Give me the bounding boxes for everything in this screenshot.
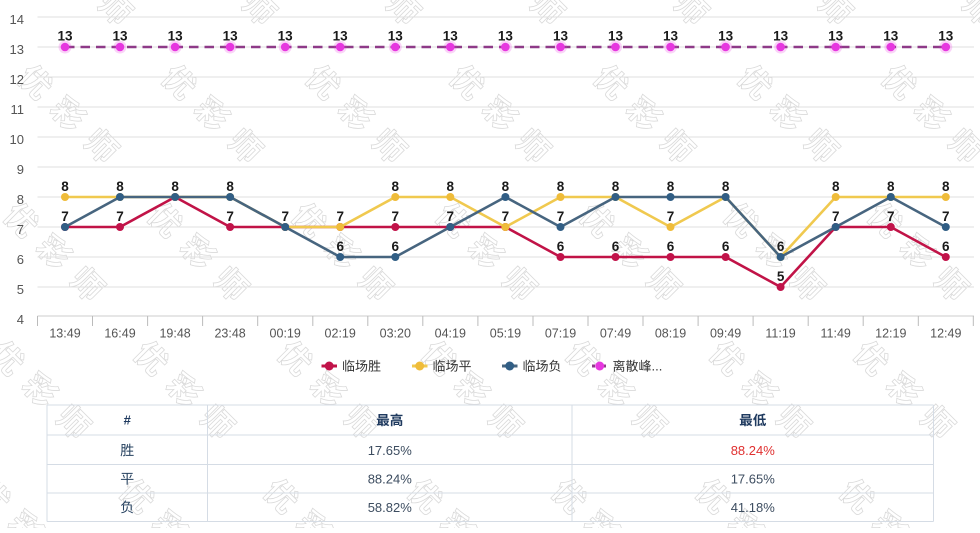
svg-text:8: 8 <box>116 179 124 194</box>
svg-text:8: 8 <box>612 179 620 194</box>
svg-text:58.82%: 58.82% <box>368 500 413 515</box>
svg-text:19:48: 19:48 <box>159 327 190 341</box>
svg-text:7: 7 <box>336 209 344 224</box>
svg-text:8: 8 <box>392 179 400 194</box>
svg-text:23:48: 23:48 <box>214 327 245 341</box>
svg-text:09:49: 09:49 <box>710 327 741 341</box>
svg-text:13: 13 <box>278 29 294 44</box>
svg-text:8: 8 <box>832 179 840 194</box>
svg-text:7: 7 <box>281 209 289 224</box>
svg-text:11:49: 11:49 <box>821 327 851 341</box>
svg-text:7: 7 <box>667 209 675 224</box>
svg-text:16:49: 16:49 <box>104 327 135 341</box>
svg-text:13: 13 <box>553 29 569 44</box>
svg-text:13: 13 <box>223 29 239 44</box>
svg-text:12:49: 12:49 <box>930 327 961 341</box>
svg-text:7: 7 <box>557 209 565 224</box>
svg-text:9: 9 <box>17 162 24 177</box>
svg-text:6: 6 <box>392 239 400 254</box>
svg-text:7: 7 <box>447 209 455 224</box>
svg-text:#: # <box>124 413 132 428</box>
svg-text:4: 4 <box>17 312 24 327</box>
svg-text:6: 6 <box>722 239 730 254</box>
svg-text:...: ... <box>652 359 663 374</box>
svg-text:8: 8 <box>722 179 730 194</box>
svg-text:6: 6 <box>17 252 24 267</box>
svg-text:07:19: 07:19 <box>545 327 576 341</box>
svg-text:7: 7 <box>17 222 24 237</box>
svg-text:13: 13 <box>498 29 514 44</box>
svg-text:8: 8 <box>667 179 675 194</box>
svg-text:13: 13 <box>57 29 73 44</box>
svg-text:13:49: 13:49 <box>49 327 80 341</box>
svg-text:13: 13 <box>883 29 899 44</box>
svg-text:13: 13 <box>112 29 128 44</box>
svg-text:03:20: 03:20 <box>380 327 411 341</box>
svg-text:13: 13 <box>828 29 844 44</box>
svg-text:8: 8 <box>61 179 69 194</box>
svg-text:8: 8 <box>557 179 565 194</box>
svg-text:88.24%: 88.24% <box>731 443 776 458</box>
svg-text:13: 13 <box>168 29 184 44</box>
svg-text:11:19: 11:19 <box>765 327 795 341</box>
svg-text:7: 7 <box>502 209 510 224</box>
svg-text:07:49: 07:49 <box>600 327 631 341</box>
svg-text:13: 13 <box>663 29 679 44</box>
svg-text:13: 13 <box>388 29 404 44</box>
svg-text:08:19: 08:19 <box>655 327 686 341</box>
svg-text:6: 6 <box>667 239 675 254</box>
svg-text:13: 13 <box>608 29 624 44</box>
svg-text:13: 13 <box>10 42 24 57</box>
svg-text:10: 10 <box>10 132 24 147</box>
svg-text:8: 8 <box>171 179 179 194</box>
svg-text:6: 6 <box>336 239 344 254</box>
svg-text:6: 6 <box>612 239 620 254</box>
svg-text:04:19: 04:19 <box>435 327 466 341</box>
svg-text:7: 7 <box>226 209 234 224</box>
svg-text:88.24%: 88.24% <box>368 472 413 487</box>
svg-text:13: 13 <box>718 29 734 44</box>
svg-text:7: 7 <box>887 209 895 224</box>
svg-text:7: 7 <box>942 209 950 224</box>
svg-text:13: 13 <box>773 29 789 44</box>
svg-text:13: 13 <box>443 29 459 44</box>
svg-text:14: 14 <box>10 12 24 27</box>
svg-text:8: 8 <box>887 179 895 194</box>
svg-text:8: 8 <box>447 179 455 194</box>
svg-text:8: 8 <box>502 179 510 194</box>
svg-text:6: 6 <box>942 239 950 254</box>
svg-text:17.65%: 17.65% <box>731 472 776 487</box>
svg-text:8: 8 <box>942 179 950 194</box>
svg-text:5: 5 <box>17 282 24 297</box>
svg-text:7: 7 <box>61 209 69 224</box>
svg-text:5: 5 <box>777 269 785 284</box>
svg-text:12:19: 12:19 <box>875 327 906 341</box>
svg-text:8: 8 <box>226 179 234 194</box>
svg-text:12: 12 <box>10 72 24 87</box>
svg-text:7: 7 <box>832 209 840 224</box>
svg-text:6: 6 <box>777 239 785 254</box>
svg-text:05:19: 05:19 <box>490 327 521 341</box>
svg-text:13: 13 <box>938 29 954 44</box>
svg-text:11: 11 <box>11 102 25 117</box>
svg-text:7: 7 <box>392 209 400 224</box>
svg-text:00:19: 00:19 <box>270 327 301 341</box>
svg-text:41.18%: 41.18% <box>731 500 776 515</box>
svg-text:8: 8 <box>17 192 24 207</box>
svg-text:17.65%: 17.65% <box>368 443 413 458</box>
svg-text:6: 6 <box>557 239 565 254</box>
svg-text:7: 7 <box>116 209 124 224</box>
svg-text:13: 13 <box>333 29 349 44</box>
svg-text:02:19: 02:19 <box>325 327 356 341</box>
